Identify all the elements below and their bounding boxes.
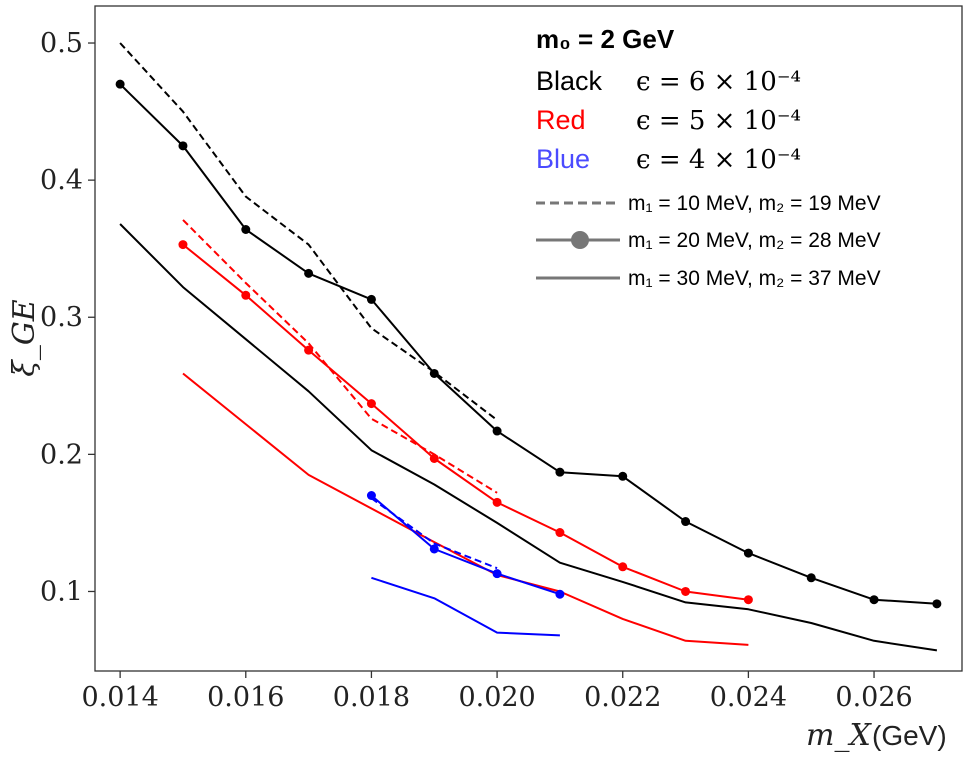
data-point	[743, 595, 753, 605]
data-point	[681, 517, 691, 527]
x-tick-label: 0.014	[81, 682, 158, 713]
y-tick-label: 0.1	[40, 576, 83, 607]
data-point	[366, 399, 376, 409]
y-axis-title: ξ_GE	[7, 299, 42, 376]
data-point	[555, 589, 565, 599]
x-tick-label: 0.026	[835, 682, 912, 713]
data-point	[618, 471, 628, 481]
data-point	[304, 268, 314, 278]
series-line-0	[119, 42, 498, 421]
data-point	[366, 294, 376, 304]
legend-eps-blue: ϵ = 4 × 10⁻⁴	[636, 145, 801, 175]
data-point	[178, 141, 188, 151]
data-point	[492, 426, 502, 436]
x-axis-title: m_X	[806, 718, 872, 753]
legend: m₀ = 2 GeV Black ϵ = 6 × 10⁻⁴ Red ϵ = 5 …	[536, 24, 881, 290]
data-point	[555, 528, 565, 538]
x-tick-label: 0.022	[584, 682, 661, 713]
data-point	[429, 453, 439, 463]
x-tick-label: 0.020	[458, 682, 535, 713]
data-point	[743, 548, 753, 558]
y-tick-label: 0.5	[40, 28, 83, 59]
legend-style-solid: m₁ = 30 MeV, m₂ = 37 MeV	[628, 267, 881, 290]
x-tick-label: 0.016	[207, 682, 284, 713]
legend-color-black: Black	[536, 66, 603, 96]
series-line-4	[182, 243, 749, 601]
data-point	[241, 224, 251, 234]
series-line-2	[119, 223, 938, 652]
data-point	[492, 569, 502, 579]
y-tick-label: 0.4	[40, 165, 83, 196]
data-point	[115, 79, 125, 89]
data-point	[806, 573, 816, 583]
axes-layer: 0.014 0.016 0.018 0.020 0.022 0.024 0.026 0.1 0.…	[40, 28, 913, 713]
legend-eps-red: ϵ = 5 × 10⁻⁴	[636, 106, 801, 136]
legend-marker-dot	[571, 231, 589, 249]
series-line-3	[182, 219, 498, 494]
legend-eps-black: ϵ = 6 × 10⁻⁴	[636, 67, 801, 97]
data-point	[681, 586, 691, 596]
series-layer	[115, 42, 942, 652]
series-line-1	[119, 83, 937, 605]
legend-style-marker: m₁ = 20 MeV, m₂ = 28 MeV	[628, 229, 881, 252]
x-tick-label: 0.018	[333, 682, 410, 713]
data-point	[492, 497, 502, 507]
data-point	[429, 544, 439, 554]
legend-color-blue: Blue	[536, 144, 590, 174]
legend-style-dashed: m₁ = 10 MeV, m₂ = 19 MeV	[628, 192, 881, 215]
plot-frame	[94, 5, 963, 672]
x-axis-label: m_X (GeV)	[806, 718, 947, 753]
data-point	[932, 599, 942, 609]
legend-title: m₀ = 2 GeV	[536, 24, 675, 54]
series-line-8	[371, 576, 560, 637]
data-point	[241, 290, 251, 300]
x-axis-unit: (GeV)	[872, 720, 947, 751]
x-tick-label: 0.024	[710, 682, 787, 713]
data-point	[178, 240, 188, 250]
data-point	[304, 345, 314, 355]
data-point	[555, 467, 565, 477]
data-point	[366, 490, 376, 500]
series-line-7	[370, 494, 561, 596]
y-tick-label: 0.3	[40, 302, 83, 333]
data-point	[618, 562, 628, 572]
legend-color-red: Red	[536, 105, 586, 135]
data-point	[869, 595, 879, 605]
y-tick-label: 0.2	[40, 439, 83, 470]
data-point	[429, 368, 439, 378]
